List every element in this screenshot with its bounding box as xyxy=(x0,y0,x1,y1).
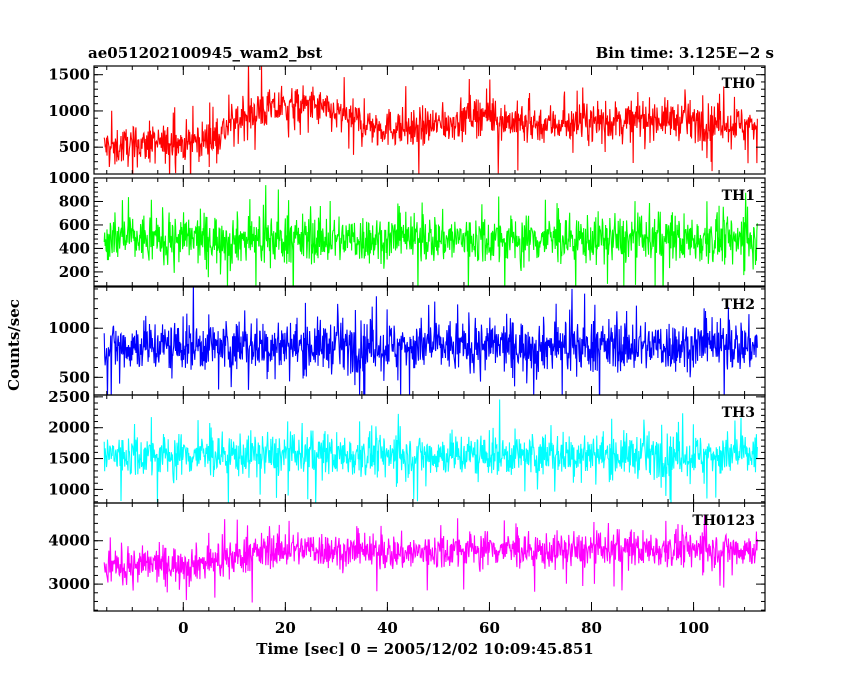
chart-title: ae051202100945_wam2_bst xyxy=(88,44,323,62)
y-tick-label: 1000 xyxy=(48,319,90,337)
x-tick-label: 40 xyxy=(377,619,398,637)
panel-frame xyxy=(93,65,766,175)
x-tick-label: 20 xyxy=(275,619,296,637)
x-axis-label: Time [sec] 0 = 2005/12/02 10:09:45.851 xyxy=(256,640,593,658)
panel-stack: 500 1000 1500 TH0 200 400 600 800 1000 TH1 500 1000… xyxy=(48,65,766,612)
x-tick-label: 60 xyxy=(479,619,500,637)
y-tick-label: 400 xyxy=(59,239,90,257)
y-tick-label: 1000 xyxy=(48,169,90,187)
panel-th3: 1000 1500 2000 2500 TH3 xyxy=(48,388,766,504)
x-tick-label: 80 xyxy=(581,619,602,637)
panel-label: TH0 xyxy=(722,76,756,92)
panel-label: TH0123 xyxy=(692,513,755,529)
panel-frame xyxy=(93,502,766,612)
panel-frame xyxy=(93,177,766,287)
y-tick-label: 600 xyxy=(59,216,90,234)
y-tick-label: 2500 xyxy=(48,388,90,406)
x-tick-label: 100 xyxy=(678,619,709,637)
y-tick-label: 200 xyxy=(59,263,90,281)
y-tick-label: 1500 xyxy=(48,450,90,468)
panel-th1: 200 400 600 800 1000 TH1 xyxy=(48,169,766,287)
series-th3 xyxy=(103,399,758,503)
panel-th0: 500 1000 1500 TH0 xyxy=(48,65,766,175)
bin-time-label: Bin time: 3.125E−2 s xyxy=(595,44,774,62)
y-tick-label: 1000 xyxy=(48,102,90,120)
y-tick-label: 3000 xyxy=(48,575,90,593)
series-th2 xyxy=(103,287,758,395)
y-tick-label: 2000 xyxy=(48,419,90,437)
series-th1 xyxy=(103,185,758,286)
y-tick-label: 1000 xyxy=(48,480,90,498)
y-tick-label: 500 xyxy=(59,368,90,386)
y-tick-label: 500 xyxy=(59,138,90,156)
x-axis: 0 20 40 60 80 100 xyxy=(178,619,709,637)
panel-label: TH2 xyxy=(722,297,755,313)
y-tick-label: 1500 xyxy=(48,66,90,84)
y-tick-label: 800 xyxy=(59,192,90,210)
series-th0 xyxy=(103,66,758,174)
series-th0123 xyxy=(103,514,758,603)
panel-label: TH1 xyxy=(722,188,755,204)
panel-th2: 500 1000 TH2 xyxy=(48,286,766,396)
panel-th0123: 3000 4000 TH0123 xyxy=(48,502,766,612)
panel-label: TH3 xyxy=(722,405,755,421)
x-tick-label: 0 xyxy=(178,619,188,637)
y-tick-label: 4000 xyxy=(48,532,90,550)
y-axis-label: Counts/sec xyxy=(5,299,23,391)
